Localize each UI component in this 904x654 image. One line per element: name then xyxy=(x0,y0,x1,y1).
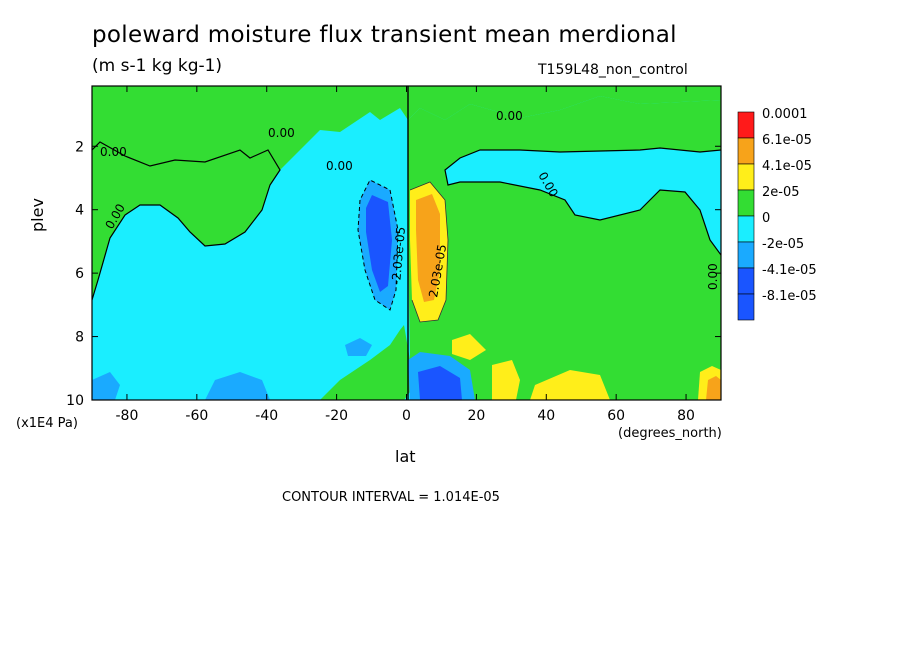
x-tick-label: 80 xyxy=(677,408,695,424)
legend-swatch xyxy=(737,241,755,269)
legend-swatch xyxy=(737,267,755,295)
y-tick-label: 2 xyxy=(75,139,84,155)
legend-label: 2e-05 xyxy=(762,185,800,200)
y-tick-label: 6 xyxy=(75,266,84,282)
contour-label-9: 0.00 xyxy=(706,263,720,290)
legend-label: 0 xyxy=(762,211,770,226)
x-axis-label: lat xyxy=(395,447,416,466)
plot-field xyxy=(92,86,721,400)
field-negative-lower-left xyxy=(92,372,120,400)
contour-label-2: 0.00 xyxy=(100,145,127,159)
dataset-label: T159L48_non_control xyxy=(538,62,688,78)
legend-swatch xyxy=(737,137,755,165)
zero-contour-line-nh xyxy=(444,147,721,256)
field-positive-nh-jet-core xyxy=(416,194,440,302)
contour-label-3: 0.00 xyxy=(326,159,353,173)
positive-thin-contour xyxy=(409,181,449,323)
x-tick-label: -80 xyxy=(116,408,139,424)
legend-label: -4.1e-05 xyxy=(762,263,817,278)
axes: -80 -60 -40 -20 0 20 40 60 80 2 4 6 8 10 xyxy=(66,86,721,424)
x-tick-label: 20 xyxy=(467,408,485,424)
x-tick-label: -20 xyxy=(325,408,348,424)
y-axis-units: (x1E4 Pa) xyxy=(16,416,78,431)
legend-label: -8.1e-05 xyxy=(762,289,817,304)
legend-label: 4.1e-05 xyxy=(762,159,812,174)
x-tick-label: 60 xyxy=(607,408,625,424)
contour-interval-text: CONTOUR INTERVAL = 1.014E-05 xyxy=(282,490,500,505)
field-positive-nh-lower-1 xyxy=(452,334,486,360)
negative-dashed-contour xyxy=(357,179,399,311)
field-positive-nh-lower-2 xyxy=(492,360,520,400)
legend-swatch xyxy=(737,293,755,321)
legend-swatch xyxy=(737,163,755,191)
x-tick-label: -40 xyxy=(255,408,278,424)
y-tick-label: 8 xyxy=(75,330,84,346)
legend-label: 6.1e-05 xyxy=(762,133,812,148)
y-tick-label: 10 xyxy=(66,393,84,409)
field-positive-lower-band xyxy=(320,325,420,400)
y-tick-label: 4 xyxy=(75,203,84,219)
x-tick-label: -60 xyxy=(185,408,208,424)
field-positive-sh-block xyxy=(92,142,280,300)
field-positive-nh-lower-3 xyxy=(530,370,610,400)
chart-title: poleward moisture flux transient mean me… xyxy=(92,22,677,48)
zero-contour-line xyxy=(92,141,281,301)
field-positive-nh-region xyxy=(408,96,721,400)
field-negative-lower-sh xyxy=(345,338,372,356)
field-negative-lower-mid xyxy=(205,372,270,400)
x-axis-units: (degrees_north) xyxy=(618,426,722,441)
contour-label-4: 0.00 xyxy=(496,109,523,123)
legend-label: -2e-05 xyxy=(762,237,804,252)
legend-swatch xyxy=(737,189,755,217)
x-tick-label: 40 xyxy=(537,408,555,424)
chart-units: (m s-1 kg kg-1) xyxy=(92,56,223,76)
contour-label-7: -2.03e-05 xyxy=(389,226,408,285)
legend-swatch xyxy=(737,215,755,243)
contour-label-1: 0.00 xyxy=(268,126,295,140)
legend-label: 0.0001 xyxy=(762,107,808,122)
x-tick-label: 0 xyxy=(402,408,411,424)
color-legend: 0.0001 6.1e-05 4.1e-05 2e-05 0 -2e-05 -4.1e-05… xyxy=(737,107,817,321)
field-strong-positive-corner xyxy=(706,376,721,400)
legend-swatch xyxy=(737,111,755,139)
field-strong-negative-equator xyxy=(418,366,462,400)
field-strong-negative-sh-jet xyxy=(366,195,392,292)
field-positive-upper-band xyxy=(92,86,721,170)
